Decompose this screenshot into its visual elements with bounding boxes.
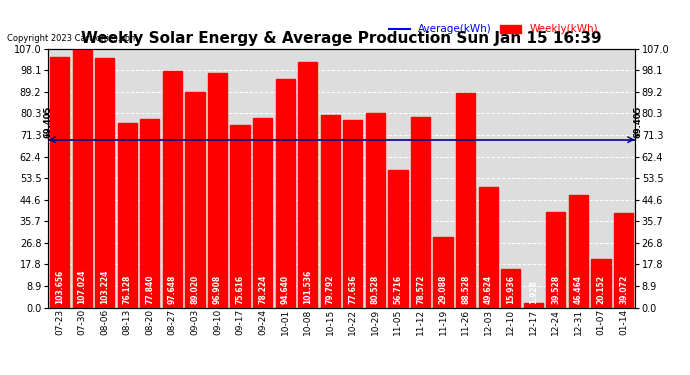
Bar: [456, 93, 475, 308]
Bar: [163, 71, 182, 308]
Text: 1.928: 1.928: [529, 280, 538, 304]
Bar: [591, 259, 611, 308]
Bar: [230, 124, 250, 308]
Text: 46.464: 46.464: [574, 275, 583, 304]
Text: 78.224: 78.224: [258, 274, 267, 304]
Text: 89.020: 89.020: [190, 274, 199, 304]
Bar: [208, 73, 227, 308]
Bar: [433, 237, 453, 308]
Bar: [366, 113, 385, 308]
Legend: Average(kWh), Weekly(kWh): Average(kWh), Weekly(kWh): [384, 20, 602, 39]
Bar: [546, 212, 565, 308]
Text: 96.908: 96.908: [213, 274, 222, 304]
Text: 94.640: 94.640: [281, 275, 290, 304]
Text: 79.792: 79.792: [326, 274, 335, 304]
Bar: [298, 62, 317, 308]
Bar: [118, 123, 137, 308]
Text: 39.072: 39.072: [619, 274, 628, 304]
Bar: [501, 269, 520, 308]
Bar: [186, 92, 204, 308]
Text: 80.528: 80.528: [371, 274, 380, 304]
Bar: [479, 188, 497, 308]
Bar: [95, 58, 115, 308]
Text: 15.936: 15.936: [506, 275, 515, 304]
Text: 101.536: 101.536: [303, 270, 312, 304]
Text: 20.152: 20.152: [596, 275, 605, 304]
Text: 78.572: 78.572: [416, 274, 425, 304]
Bar: [411, 117, 430, 308]
Bar: [72, 49, 92, 308]
Text: 56.716: 56.716: [393, 275, 402, 304]
Text: 88.528: 88.528: [461, 274, 470, 304]
Text: 69.405: 69.405: [633, 106, 642, 138]
Bar: [614, 213, 633, 308]
Text: 103.224: 103.224: [100, 270, 109, 304]
Text: 49.624: 49.624: [484, 275, 493, 304]
Text: 75.616: 75.616: [235, 275, 244, 304]
Text: 107.024: 107.024: [78, 269, 87, 304]
Bar: [524, 303, 543, 307]
Text: 69.405: 69.405: [43, 106, 53, 138]
Bar: [388, 170, 408, 308]
Text: Copyright 2023 Cartronics.com: Copyright 2023 Cartronics.com: [7, 34, 138, 43]
Text: 29.088: 29.088: [439, 274, 448, 304]
Bar: [253, 118, 272, 308]
Text: 77.636: 77.636: [348, 274, 357, 304]
Title: Weekly Solar Energy & Average Production Sun Jan 15 16:39: Weekly Solar Energy & Average Production…: [81, 31, 602, 46]
Bar: [50, 57, 69, 308]
Bar: [569, 195, 588, 308]
Text: 97.648: 97.648: [168, 274, 177, 304]
Bar: [140, 119, 159, 308]
Text: 39.528: 39.528: [551, 275, 560, 304]
Text: 76.128: 76.128: [123, 274, 132, 304]
Bar: [321, 114, 340, 308]
Text: 103.656: 103.656: [55, 270, 64, 304]
Bar: [275, 79, 295, 308]
Text: 77.840: 77.840: [146, 274, 155, 304]
Bar: [343, 120, 362, 308]
